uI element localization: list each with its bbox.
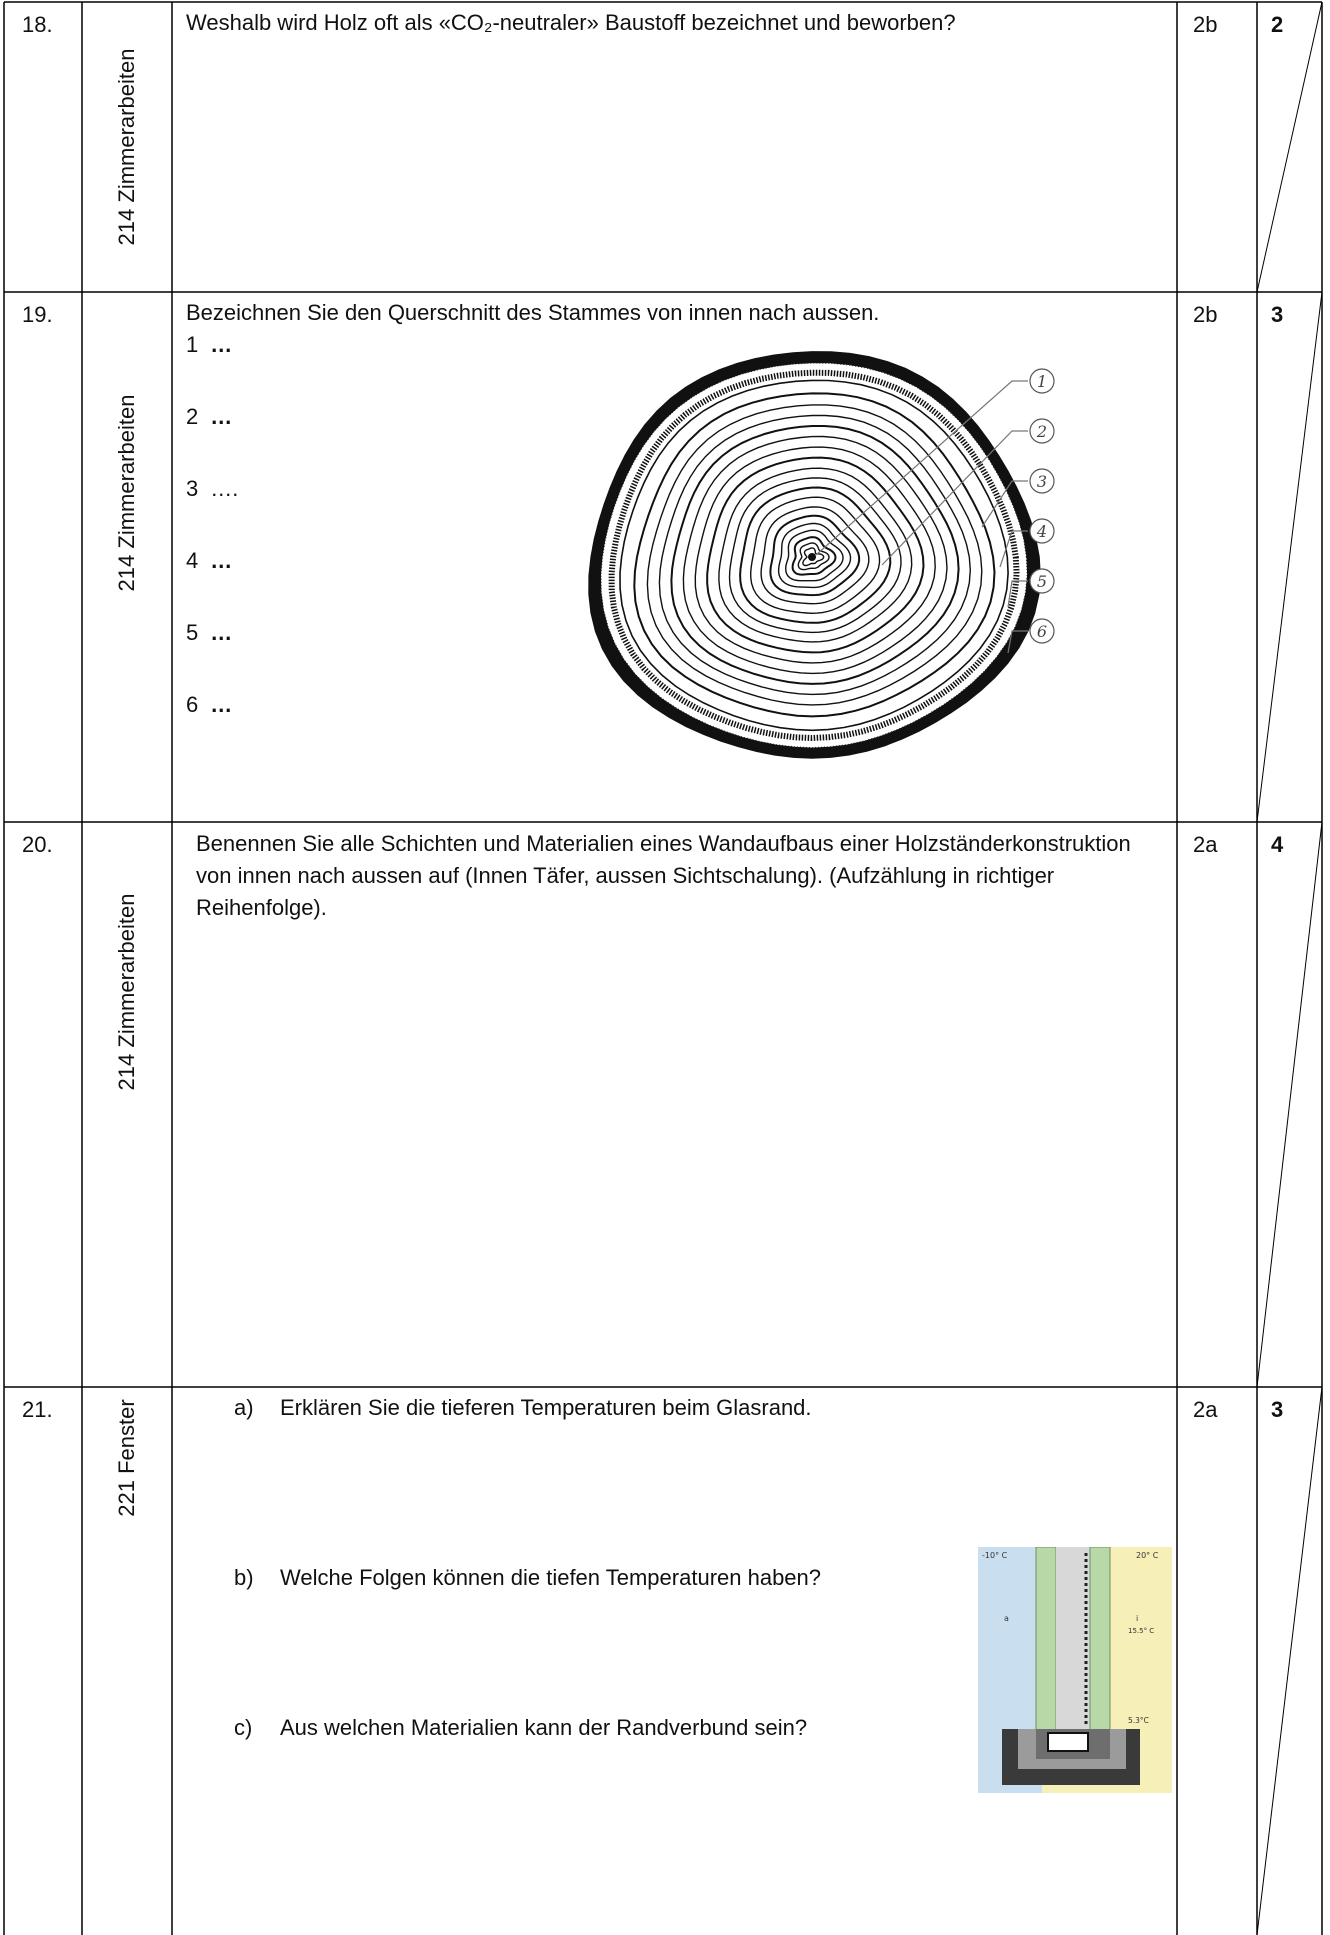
subquestion-b: b) Welche Folgen können die tiefen Temper… [234, 1565, 822, 1590]
outside-temperature: -10° C [982, 1551, 1008, 1560]
growth-ring [682, 435, 948, 675]
glass-cavity [1056, 1547, 1090, 1737]
figure-label-circle [1029, 368, 1055, 394]
question-cell: Weshalb wird Holz oft als «CO₂-neutraler… [172, 2, 1177, 292]
figure-labels: 1 2 3 4 5 6 [1029, 368, 1055, 644]
question-row-21: 21. 221 Fenster a) Erklären Sie die tiefe… [4, 1387, 1322, 1935]
question-number: 20. [22, 832, 53, 857]
category-label: 214 Zimmerarbeiten [114, 394, 139, 592]
inside-label: i [1136, 1614, 1138, 1623]
answer-line-6[interactable]: 6… [186, 692, 233, 717]
leader-line [981, 480, 1028, 528]
category-cell: 221 Fenster [82, 1387, 172, 1935]
question-text: Benennen Sie alle Schichten und Material… [196, 831, 1131, 920]
figure-label-3: 3 [1037, 472, 1047, 491]
glass-pane-inner [1089, 1547, 1111, 1738]
category-cell: 214 Zimmerarbeiten [82, 822, 172, 1387]
figure-label-circle [1029, 418, 1055, 444]
growth-rings [588, 351, 1041, 759]
question-row-19: 19. 214 Zimmerarbeiten Bezeichnen Sie de… [4, 292, 1322, 822]
question-number: 21. [22, 1397, 53, 1422]
edge-spacer [1047, 1732, 1089, 1752]
growth-ring [769, 514, 861, 597]
figure-label-circle [1029, 468, 1055, 494]
answer-line-1[interactable]: 1… [186, 332, 233, 357]
growth-ring [791, 536, 837, 576]
leader-line [815, 380, 1028, 556]
leader-line [999, 530, 1028, 568]
points-cell: 4 [1271, 832, 1284, 857]
figure-label-5: 5 [1037, 572, 1047, 591]
question-text: Weshalb wird Holz oft als «CO₂-neutraler… [186, 10, 956, 35]
points-cell: 3 [1271, 302, 1284, 327]
trunk-cross-section-figure: 1 2 3 4 5 6 [588, 351, 1055, 759]
pane-surface-temperature: 15.5° C [1128, 1627, 1154, 1635]
growth-ring [718, 467, 913, 643]
growth-ring [797, 542, 830, 571]
question-cell: a) Erklären Sie die tieferen Temperaturen… [172, 1387, 1177, 1935]
subquestion-c: c) Aus welchen Materialien kann der Randv… [234, 1715, 808, 1740]
figure-label-circle [1029, 618, 1055, 644]
question-cell: Benennen Sie alle Schichten und Material… [172, 822, 1177, 1387]
growth-ring [777, 522, 852, 589]
category-label: 214 Zimmerarbeiten [114, 48, 139, 246]
question-number: 18. [22, 12, 53, 37]
level-cell: 2b [1193, 302, 1218, 327]
figure-label-4: 4 [1036, 522, 1047, 541]
growth-ring [633, 392, 996, 718]
question-row-18: 18. 214 Zimmerarbeiten Weshalb wird Holz… [4, 2, 1322, 292]
subquestion-a: a) Erklären Sie die tieferen Temperaturen… [234, 1395, 812, 1420]
level-cell: 2b [1193, 12, 1218, 37]
answer-line-4[interactable]: 4… [186, 548, 233, 573]
category-label: 221 Fenster [114, 1399, 139, 1517]
growth-ring [760, 506, 870, 605]
question-text: Bezeichnen Sie den Querschnitt des Stamm… [186, 300, 880, 325]
leader-line [1007, 630, 1028, 654]
growth-ring [670, 425, 960, 685]
outside-label: a [1004, 1614, 1009, 1623]
figure-label-6: 6 [1037, 622, 1047, 641]
glass-pane-outer [1035, 1547, 1057, 1738]
growth-ring [706, 456, 925, 654]
question-number: 19. [22, 302, 53, 327]
level-cell: 2a [1193, 832, 1218, 857]
answer-line-3[interactable]: 3…. [186, 476, 239, 501]
answer-list: 1… 2… 3…. 4… 5… 6… [186, 330, 238, 762]
question-row-20: 20. 214 Zimmerarbeiten Benennen Sie alle… [4, 822, 1322, 1387]
category-cell: 214 Zimmerarbeiten [82, 2, 172, 292]
answer-line-2[interactable]: 2… [186, 404, 233, 429]
growth-ring [749, 496, 881, 615]
growth-ring [739, 486, 892, 624]
category-cell: 214 Zimmerarbeiten [82, 292, 172, 822]
growth-ring [802, 547, 825, 567]
figure-label-2: 2 [1036, 422, 1047, 441]
growth-ring [658, 414, 972, 696]
growth-ring [694, 446, 936, 664]
growth-ring [728, 477, 902, 634]
answer-line-5[interactable]: 5… [186, 620, 233, 645]
level-cell: 2a [1193, 1397, 1218, 1422]
leader-lines [815, 380, 1028, 654]
figure-label-circle [1029, 518, 1055, 544]
question-cell: Bezeichnen Sie den Querschnitt des Stamm… [172, 292, 1177, 822]
inside-temperature: 20° C [1136, 1551, 1159, 1560]
figure-label-1: 1 [1037, 372, 1047, 391]
leader-line [881, 430, 1028, 566]
edge-surface-temperature: 5.3°C [1128, 1716, 1149, 1725]
points-cell: 2 [1271, 12, 1284, 37]
category-label: 214 Zimmerarbeiten [114, 893, 139, 1090]
growth-ring [784, 529, 844, 582]
points-cell: 3 [1271, 1397, 1284, 1422]
pith [808, 553, 816, 561]
growth-ring [646, 404, 983, 706]
figure-label-circle [1029, 568, 1055, 594]
glass-edge-temperature-figure: -10° C 20° C a i 15.5° C 5.3°C [978, 1547, 1172, 1793]
leader-line [1007, 580, 1028, 608]
